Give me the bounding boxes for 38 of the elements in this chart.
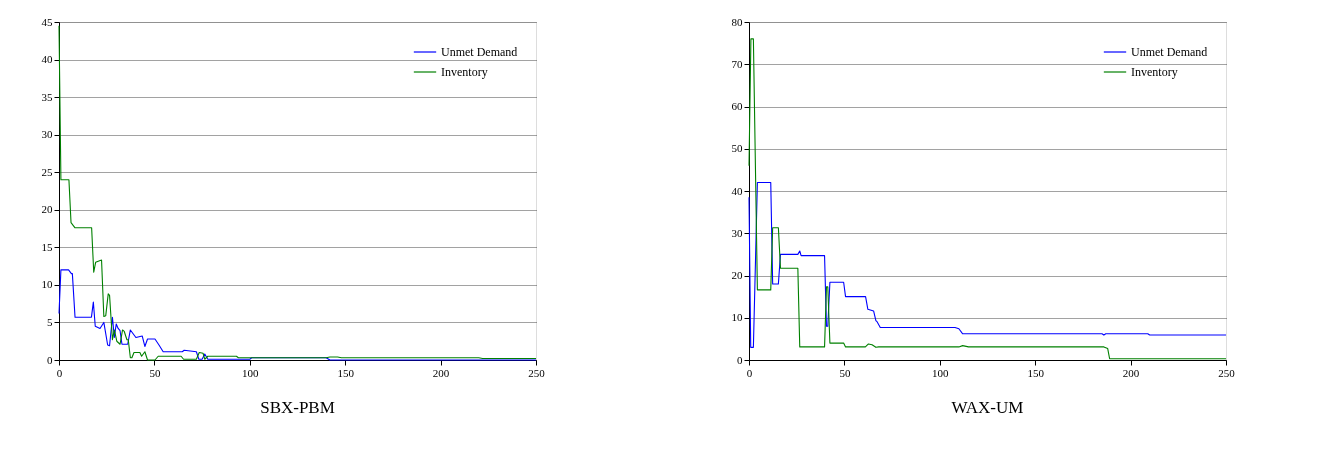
x-tick-label: 50 bbox=[839, 366, 851, 379]
x-tick-label: 200 bbox=[1122, 366, 1140, 379]
x-tick-label: 50 bbox=[149, 366, 161, 379]
legend-label: Inventory bbox=[1131, 65, 1178, 79]
legend-label: Inventory bbox=[441, 65, 488, 79]
y-tick-label: 60 bbox=[731, 100, 743, 112]
y-tick-label: 25 bbox=[41, 165, 53, 178]
y-tick-label: 10 bbox=[41, 278, 53, 291]
y-tick-label: 30 bbox=[41, 128, 53, 141]
x-tick-label: 100 bbox=[242, 366, 260, 379]
y-tick-label: 20 bbox=[41, 203, 53, 216]
y-tick-label: 20 bbox=[731, 269, 743, 281]
x-tick-label: 200 bbox=[432, 366, 450, 379]
y-tick-label: 50 bbox=[731, 142, 743, 155]
y-tick-label: 30 bbox=[731, 226, 743, 239]
x-tick-label: 250 bbox=[528, 366, 546, 379]
x-tick-label: 100 bbox=[932, 366, 950, 379]
x-tick-label: 150 bbox=[337, 366, 355, 379]
y-tick-label: 70 bbox=[731, 57, 743, 70]
x-tick-label: 0 bbox=[746, 366, 753, 379]
y-tick-label: 0 bbox=[737, 353, 743, 366]
y-tick-label: 45 bbox=[41, 15, 53, 28]
x-tick-label: 150 bbox=[1027, 366, 1045, 379]
x-tick-label: 0 bbox=[56, 366, 63, 379]
x-tick-label: 250 bbox=[1218, 366, 1236, 379]
y-tick-label: 0 bbox=[47, 353, 53, 366]
y-tick-label: 80 bbox=[731, 15, 743, 28]
y-tick-label: 10 bbox=[731, 311, 743, 324]
line-series bbox=[748, 182, 1227, 348]
legend-label: Unmet Demand bbox=[441, 45, 518, 59]
text: WAX-UM bbox=[951, 398, 1024, 417]
y-tick-label: 5 bbox=[47, 315, 53, 328]
y-tick-label: 40 bbox=[41, 53, 53, 66]
text: SBX-PBM bbox=[260, 398, 335, 417]
y-tick-label: 40 bbox=[731, 184, 743, 197]
y-tick-label: 15 bbox=[41, 240, 53, 253]
y-tick-label: 35 bbox=[41, 90, 53, 103]
legend-label: Unmet Demand bbox=[1131, 45, 1208, 59]
